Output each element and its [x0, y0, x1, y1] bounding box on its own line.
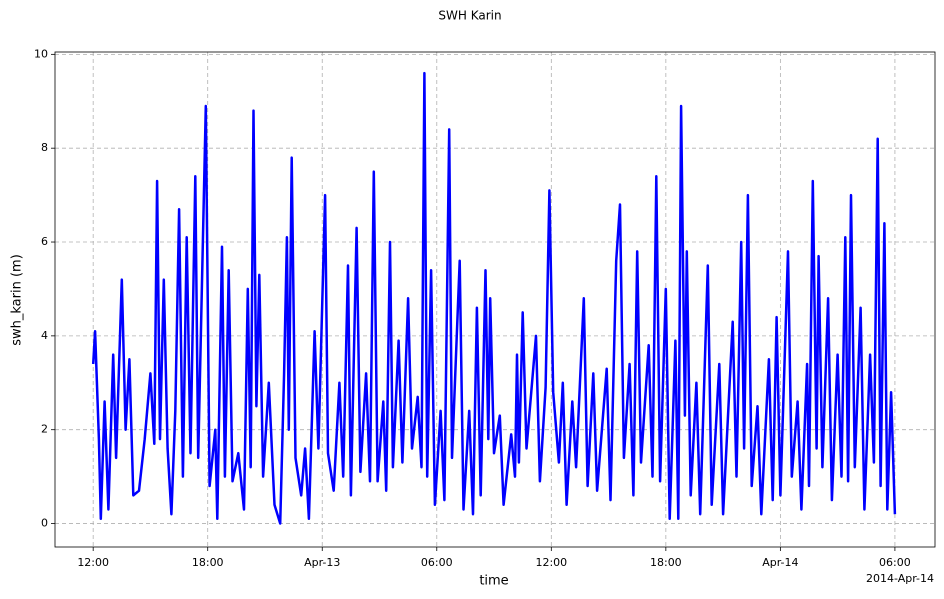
- x-offset-label: 2014-Apr-14: [866, 572, 934, 585]
- x-tick-label: 12:00: [77, 556, 109, 569]
- x-tick-label: Apr-13: [304, 556, 340, 569]
- x-tick-label: 06:00: [879, 556, 911, 569]
- y-tick-label: 0: [41, 517, 48, 530]
- x-tick-label: Apr-14: [762, 556, 798, 569]
- x-tick-label: 06:00: [421, 556, 453, 569]
- series-line: [91, 71, 897, 525]
- y-axis-label: swh_karin (m): [10, 254, 25, 346]
- y-tick-label: 6: [41, 235, 48, 248]
- x-tick-label: 18:00: [192, 556, 224, 569]
- y-tick-label: 8: [41, 141, 48, 154]
- x-tick-label: 12:00: [535, 556, 567, 569]
- y-tick-label: 4: [41, 329, 48, 342]
- y-tick-label: 10: [34, 47, 48, 60]
- y-tick-label: 2: [41, 423, 48, 436]
- x-axis-label: time: [479, 574, 508, 589]
- chart-title: SWH Karin: [438, 9, 501, 23]
- plot-frame: [54, 51, 936, 548]
- x-tick-label: 18:00: [650, 556, 682, 569]
